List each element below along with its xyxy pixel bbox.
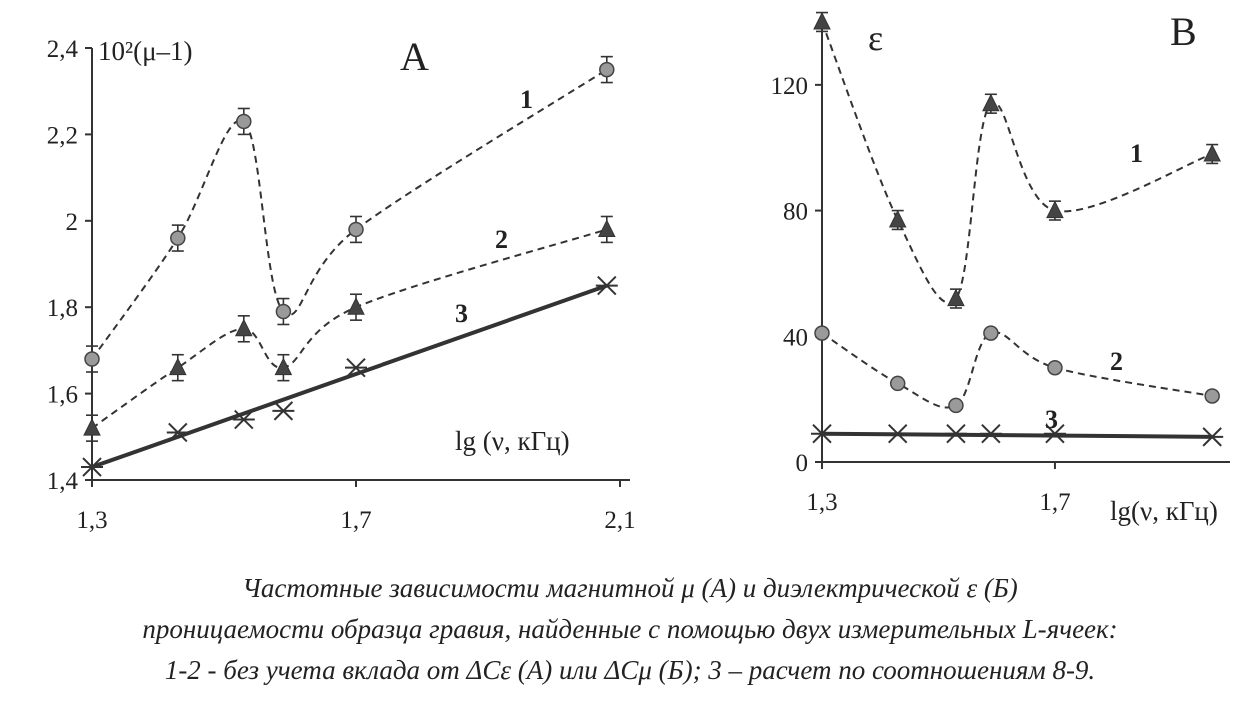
panel-b-series-2-point xyxy=(890,211,906,227)
panel-a-series-1-point xyxy=(85,352,99,366)
panel-a-series-2-point xyxy=(170,359,186,375)
panel-a-series-1-point xyxy=(276,305,290,319)
panel-b-series-1-point xyxy=(815,326,829,340)
panel-a-y-tick-label: 1,4 xyxy=(47,468,79,495)
panel-b-series-2-point xyxy=(948,290,964,306)
panel-b-y-tick-label: 80 xyxy=(783,199,808,226)
panel-b-series-3: 3 xyxy=(811,405,1223,446)
panel-b-series-2: 2 xyxy=(814,13,1220,376)
panel-b-x-tick-label: 1,3 xyxy=(806,489,837,516)
panel-b-letter: B xyxy=(1170,9,1197,54)
caption-line-1: Частотные зависимости магнитной μ (А) и … xyxy=(0,568,1260,609)
panel-a-series-3-point xyxy=(272,402,294,420)
panel-a-series-2-point xyxy=(236,320,252,336)
caption-line-3: 1-2 - без учета вклада от ΔCε (А) или ΔC… xyxy=(0,650,1260,691)
panel-b-series-2-point xyxy=(1204,145,1220,161)
panel-b-series-1-point xyxy=(891,376,905,390)
panel-b-y-tick-label: 120 xyxy=(771,73,809,100)
panel-a-series-3-label: 3 xyxy=(455,299,468,328)
panel-a-y-tick-label: 1,8 xyxy=(47,295,78,322)
panel-a-x-tick-label: 1,3 xyxy=(76,507,107,534)
panel-a-series-2-label: 2 xyxy=(495,225,508,254)
panel-a-letter: A xyxy=(400,34,429,79)
panel-b-series-1-point xyxy=(1205,389,1219,403)
chart-panel-b: ε lg(ν, кГц) B 0 40 80 120 1,3 1,7 1 2 3 xyxy=(771,9,1231,526)
panel-a-series-3-point xyxy=(596,277,618,295)
panel-a-y-tick-label: 2,4 xyxy=(47,36,79,63)
panel-b-y-tick-label: 40 xyxy=(783,324,808,351)
caption-line-2: проницаемости образца гравия, найденные … xyxy=(0,609,1260,650)
panel-a-series-1-point xyxy=(349,222,363,236)
panel-b-series-1-line xyxy=(822,332,1212,407)
panel-a-series-1-label: 1 xyxy=(520,85,533,114)
panel-b-series-2-label: 2 xyxy=(1110,347,1123,376)
panel-a-series-1-point xyxy=(237,114,251,128)
panel-a-y-tick-label: 1,6 xyxy=(47,382,78,409)
panel-b-x-tick-label: 1,7 xyxy=(1039,489,1070,516)
panel-b-series-2-point xyxy=(814,13,830,29)
panel-a-series-2-point xyxy=(599,220,615,236)
panel-b-series-2-line xyxy=(822,22,1212,303)
panel-a-y-tick-label: 2,2 xyxy=(47,122,78,149)
panel-b-series-1-point xyxy=(949,398,963,412)
panel-b-series-3-line xyxy=(822,434,1212,437)
panel-b-series-3-point xyxy=(945,425,967,443)
panel-b-series-3-point xyxy=(980,425,1002,443)
figure-caption: Частотные зависимости магнитной μ (А) и … xyxy=(0,568,1260,691)
panel-a-series-1-point xyxy=(171,231,185,245)
panel-a-series-2-point xyxy=(84,419,100,435)
panel-b-series-2-point xyxy=(983,95,999,111)
panel-a-series-2-point xyxy=(348,298,364,314)
panel-a-series-1: 1 xyxy=(85,57,614,372)
figure: 10²(μ–1) lg (ν, кГц) A 1,4 1,6 1,8 2 2,2 2,4 1… xyxy=(0,0,1260,560)
panel-a-series-2-line xyxy=(92,229,607,428)
panel-a-series-1-point xyxy=(600,63,614,77)
panel-b-series-1-label: 1 xyxy=(1130,139,1143,168)
panel-a-series-2: 2 xyxy=(84,216,615,441)
panel-b-series-3-label: 3 xyxy=(1045,405,1058,434)
panel-a-x-axis-title: lg (ν, кГц) xyxy=(455,426,570,456)
panel-a-y-axis-title: 10²(μ–1) xyxy=(98,36,193,66)
panel-b-series-3-point xyxy=(1201,428,1223,446)
panel-b-y-axis-title: ε xyxy=(868,18,883,58)
panel-a-y-tick-label: 2 xyxy=(66,209,79,236)
panel-b-x-axis-title: lg(ν, кГц) xyxy=(1110,496,1218,526)
panel-b-series-3-point xyxy=(887,425,909,443)
panel-a-series-2-point xyxy=(275,359,291,375)
panel-a-x-tick-label: 1,7 xyxy=(340,507,371,534)
panel-b-series-1-point xyxy=(984,326,998,340)
panel-b-series-1-point xyxy=(1048,361,1062,375)
panel-b-series-2-point xyxy=(1047,202,1063,218)
panel-b-y-tick-label: 0 xyxy=(796,450,809,477)
panel-a-x-tick-label: 2,1 xyxy=(604,507,635,534)
chart-panel-a: 10²(μ–1) lg (ν, кГц) A 1,4 1,6 1,8 2 2,2 2,4 1… xyxy=(47,34,636,534)
